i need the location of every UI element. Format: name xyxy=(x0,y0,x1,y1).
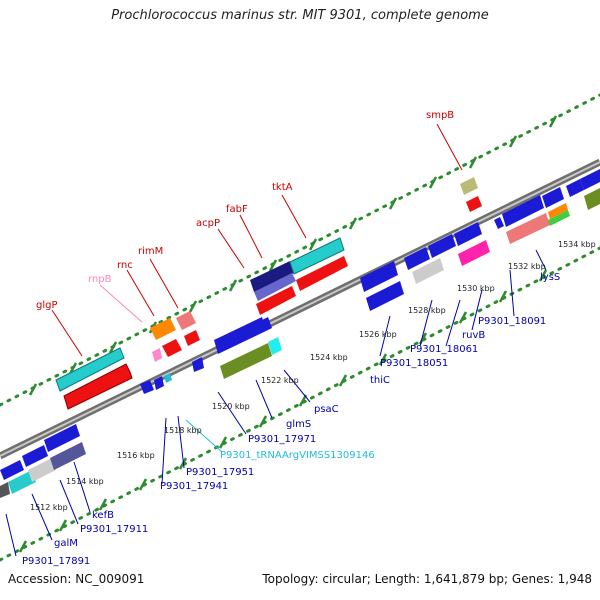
gene-kefB xyxy=(22,445,48,467)
gene-right-2 xyxy=(580,169,600,190)
top-dotted-track xyxy=(0,93,600,407)
bottom-dotted-track xyxy=(0,246,600,562)
gene-17891 xyxy=(0,460,24,480)
gene-label-ruvB: ruvB xyxy=(462,330,485,341)
scale-label: 1518 kbp xyxy=(164,426,202,435)
gene-18091-c xyxy=(548,210,570,226)
gene-label-glmS: glmS xyxy=(286,419,311,430)
gene-glgP-upper xyxy=(55,347,125,392)
gene-17941 xyxy=(140,380,154,394)
gene-tktA xyxy=(289,237,345,275)
gene-rimM xyxy=(150,318,176,340)
gene-label-P9301_18091: P9301_18091 xyxy=(478,316,546,327)
gene-label-kefB: kefB xyxy=(92,510,114,521)
reverse-genes xyxy=(0,169,600,498)
gene-label-galM: galM xyxy=(54,538,78,549)
gene-thiC-b xyxy=(366,281,404,311)
gene-ruvB xyxy=(458,240,490,266)
gene-label-rimM: rimM xyxy=(138,246,163,257)
gene-tktA-b xyxy=(296,256,348,291)
gene-kefB-b xyxy=(44,424,80,452)
gene-label-P9301_17911: P9301_17911 xyxy=(80,524,148,535)
gene-rnpB xyxy=(152,348,162,362)
gene-label-P9301_17891: P9301_17891 xyxy=(22,556,90,567)
scale-label: 1532 kbp xyxy=(508,262,546,271)
accession-text: Accession: NC_009091 xyxy=(8,572,145,586)
gene-18051-b xyxy=(412,258,444,284)
gene-label-tktA: tktA xyxy=(272,182,293,193)
gene-label-psaC: psaC xyxy=(314,404,339,415)
gene-glmS xyxy=(214,317,266,354)
gene-18051 xyxy=(404,247,430,270)
gene-label-trna: P9301_tRNAArgVIMSS1309146 xyxy=(220,450,375,461)
gene-label-fabF: fabF xyxy=(226,204,248,215)
gene-18091-b xyxy=(548,203,568,219)
gene-trna xyxy=(164,373,172,383)
gene-rnc xyxy=(162,339,182,357)
gene-label-thiC: thiC xyxy=(370,375,390,386)
gene-label-P9301_17951: P9301_17951 xyxy=(186,467,254,478)
leader-lines xyxy=(5,123,547,557)
map-title: Prochlorococcus marinus str. MIT 9301, c… xyxy=(111,8,489,23)
gene-lysS-b xyxy=(502,195,544,227)
gene-galM xyxy=(8,470,36,494)
gene-thiC xyxy=(360,261,398,292)
scale-label: 1522 kbp xyxy=(261,376,299,385)
gene-fabF xyxy=(256,286,296,315)
gene-acpP-b xyxy=(254,273,296,301)
gene-label-P9301_18061: P9301_18061 xyxy=(410,344,478,355)
gene-label-P9301_17941: P9301_17941 xyxy=(160,481,228,492)
genome-summary-text: Topology: circular; Length: 1,641,879 bp… xyxy=(262,572,592,586)
gene-glmS-b xyxy=(220,343,272,379)
gene-label-lysS: lysS xyxy=(540,272,560,283)
gene-psaC xyxy=(262,317,272,331)
gene-label-rnc: rnc xyxy=(117,260,133,271)
scale-label: 1514 kbp xyxy=(66,477,104,486)
gene-smpB xyxy=(460,177,478,195)
gene-label-P9301_17971: P9301_17971 xyxy=(248,434,316,445)
scale-label: 1530 kbp xyxy=(457,284,495,293)
scale-label: 1534 kbp xyxy=(558,240,596,249)
scale-label: 1512 kbp xyxy=(30,503,68,512)
gene-smpB-b xyxy=(466,196,482,212)
scale-label: 1528 kbp xyxy=(408,306,446,315)
gene-17971 xyxy=(192,357,204,372)
gene-17911-b xyxy=(50,442,86,470)
gene-18061-b xyxy=(454,222,482,246)
forward-genes xyxy=(55,177,570,410)
gene-17911 xyxy=(28,458,56,482)
gene-label-P9301_18051: P9301_18051 xyxy=(380,358,448,369)
gene-label-rnpB: rnpB xyxy=(88,274,112,285)
gene-label-smpB: smpB xyxy=(426,110,454,121)
gene-17891-b xyxy=(0,482,10,498)
gene-glgP-lower xyxy=(63,363,133,410)
genome-backbone xyxy=(0,158,600,460)
gene-label-glgP: glgP xyxy=(36,300,58,311)
gene-18061 xyxy=(428,234,456,258)
gene-lysS-c xyxy=(542,187,564,208)
gene-right-3 xyxy=(584,188,600,210)
scale-label: 1526 kbp xyxy=(359,330,397,339)
gene-17951 xyxy=(154,376,164,390)
scale-label: 1516 kbp xyxy=(117,451,155,460)
scale-label: 1524 kbp xyxy=(310,353,348,362)
gene-right-1 xyxy=(566,179,584,197)
gene-rimM-c xyxy=(184,330,200,346)
gene-acpP xyxy=(250,261,294,292)
scale-label: 1520 kbp xyxy=(212,402,250,411)
gene-rimM-b xyxy=(176,311,196,330)
gene-label-acpP: acpP xyxy=(196,218,220,229)
gene-lysS xyxy=(494,217,504,229)
gene-18091 xyxy=(506,213,550,244)
gene-psaC-b xyxy=(268,337,282,355)
